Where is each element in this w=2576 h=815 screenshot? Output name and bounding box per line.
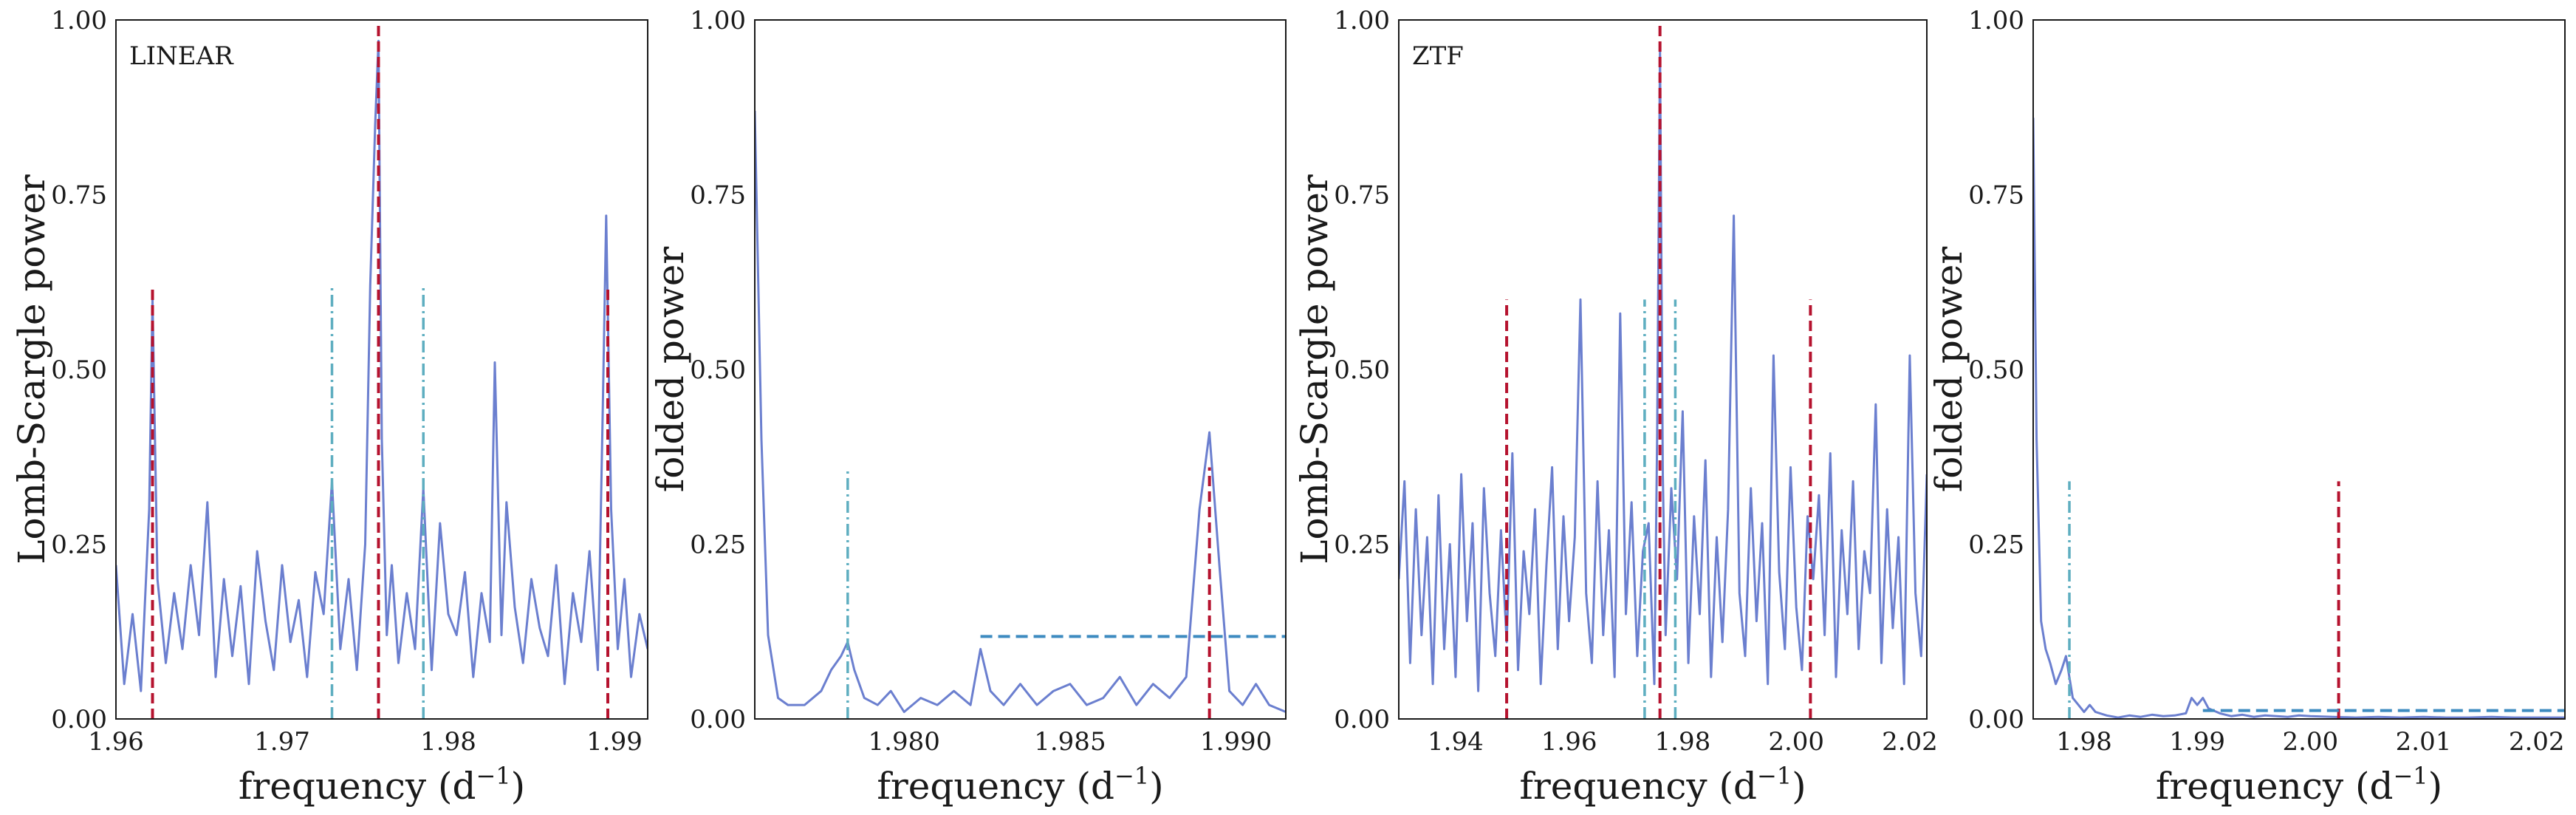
axes-frame: [115, 19, 648, 720]
y-tick-label: 0.75: [1968, 181, 2024, 211]
x-tick-label: 1.97: [254, 727, 310, 757]
y-tick-label: 0.25: [51, 531, 107, 560]
y-tick-label: 1.00: [51, 6, 107, 35]
x-tick-label: 2.02: [1882, 727, 1938, 757]
x-tick-label: 1.98: [1655, 727, 1711, 757]
x-axis-label: frequency (d−1): [2156, 762, 2442, 808]
plot-area: [755, 110, 1286, 719]
x-tick-label: 1.99: [586, 727, 643, 757]
x-tick-label: 1.980: [869, 727, 940, 757]
x-tick-label: 2.00: [2282, 727, 2338, 757]
y-tick-label: 0.50: [690, 355, 746, 385]
y-tick-label: 1.00: [1334, 6, 1390, 35]
y-axis-label: Lomb-Scargle power: [1293, 174, 1336, 565]
panel-tag: ZTF: [1412, 41, 1464, 71]
x-tick-label: 1.990: [1200, 727, 1272, 757]
y-tick-label: 0.25: [1334, 531, 1390, 560]
y-tick-label: 1.00: [690, 6, 746, 35]
x-tick-label: 2.02: [2509, 727, 2565, 757]
plot-area: [1399, 20, 1927, 719]
x-axis-label: frequency (d−1): [239, 762, 525, 808]
y-tick-label: 0.75: [51, 181, 107, 211]
series-line-1: [1399, 47, 1927, 692]
y-axis-label: Lomb-Scargle power: [10, 174, 53, 565]
x-tick-label: 1.96: [88, 727, 144, 757]
x-axis-label: frequency (d−1): [877, 762, 1163, 808]
panel-3: 0.00 0.25 0.50 0.75 1.00 1.94 1.96 1.98 2.00 2.02…: [1293, 6, 1938, 808]
y-tick-label: 1.00: [1968, 6, 2024, 35]
plot-area: [116, 20, 648, 719]
series-line-1: [116, 39, 648, 692]
y-tick-label: 0.00: [51, 705, 107, 734]
plot-area: [2033, 117, 2565, 719]
y-axis-label: folded power: [649, 247, 692, 493]
x-tick-label: 1.96: [1541, 727, 1597, 757]
y-tick-label: 0.00: [1334, 705, 1390, 734]
axes-frame: [754, 19, 1287, 720]
axes-frame: [1398, 19, 1928, 720]
panel-tag: LINEAR: [129, 41, 234, 71]
y-axis-label: folded power: [1928, 247, 1970, 493]
y-tick-label: 0.75: [690, 181, 746, 211]
panel-2: 0.00 0.25 0.50 0.75 1.00 1.980 1.985 1.990 frequ…: [649, 6, 1287, 808]
y-tick-label: 0.25: [1968, 531, 2024, 560]
axes-frame: [2032, 19, 2566, 720]
y-tick-label: 0.00: [690, 705, 746, 734]
panel-1: 0.00 0.25 0.50 0.75 1.00 1.96 1.97 1.98 1.99 freq…: [10, 6, 648, 808]
y-tick-label: 0.75: [1334, 181, 1390, 211]
x-tick-label: 1.98: [2056, 727, 2112, 757]
x-tick-label: 2.01: [2396, 727, 2452, 757]
series-line-1: [755, 110, 1286, 713]
x-tick-label: 1.99: [2169, 727, 2225, 757]
panel-4: 0.00 0.25 0.50 0.75 1.00 1.98 1.99 2.00 2.01 2.02…: [1928, 6, 2566, 808]
x-tick-label: 1.98: [420, 727, 476, 757]
y-tick-label: 0.50: [51, 355, 107, 385]
y-tick-label: 0.50: [1968, 355, 2024, 385]
x-axis-label: frequency (d−1): [1519, 762, 1806, 808]
y-tick-label: 0.50: [1334, 355, 1390, 385]
series-line-1: [2033, 117, 2565, 719]
x-tick-label: 2.00: [1768, 727, 1824, 757]
x-tick-label: 1.94: [1428, 727, 1484, 757]
y-tick-label: 0.25: [690, 531, 746, 560]
x-tick-label: 1.985: [1034, 727, 1106, 757]
y-tick-label: 0.00: [1968, 705, 2024, 734]
